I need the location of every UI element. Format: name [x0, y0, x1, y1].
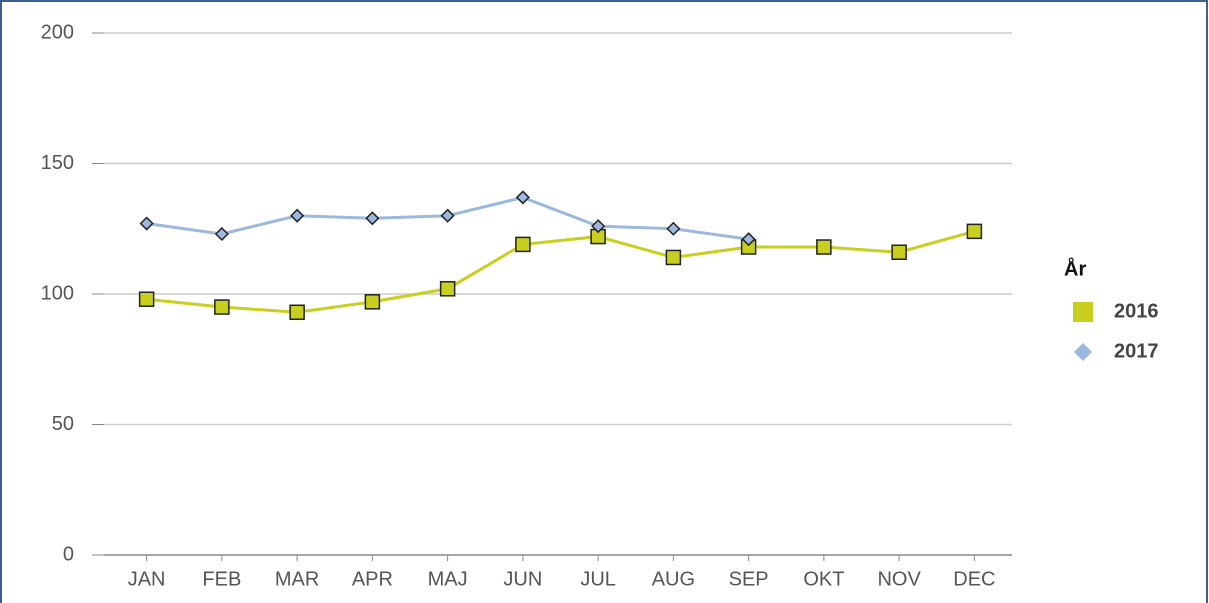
point: [741, 232, 756, 247]
legend-title: År: [1064, 256, 1086, 280]
point: [439, 281, 456, 297]
point: [289, 304, 305, 321]
point: [138, 291, 155, 307]
x-tick-label: JUL: [580, 568, 616, 590]
x-tick-label: JAN: [128, 568, 166, 590]
legend-swatch: [1074, 343, 1092, 361]
legend-swatch: [1073, 302, 1093, 322]
x-tick-label: SEP: [729, 568, 769, 590]
y-tick-label: 0: [63, 543, 74, 565]
x-tick-label: OKT: [803, 568, 844, 590]
point: [891, 244, 907, 260]
point: [665, 249, 682, 266]
y-tick-label: 50: [52, 413, 74, 435]
point: [364, 294, 381, 310]
x-tick-label: NOV: [877, 568, 921, 590]
point: [290, 208, 305, 223]
point: [139, 216, 154, 231]
point: [515, 190, 530, 205]
x-tick-label: MAJ: [428, 568, 468, 590]
x-tick-label: FEB: [202, 568, 241, 590]
point: [591, 219, 606, 234]
series-line: [146, 229, 975, 314]
point: [816, 239, 832, 255]
y-tick-label: 150: [41, 152, 74, 174]
y-tick-label: 100: [41, 282, 74, 304]
point: [214, 299, 230, 315]
x-tick-label: DEC: [953, 568, 995, 590]
legend-label: 2016: [1114, 300, 1159, 322]
x-tick-label: AUG: [652, 568, 695, 590]
y-tick-label: 200: [41, 21, 74, 43]
x-tick-label: APR: [352, 568, 393, 590]
point: [440, 208, 455, 223]
x-tick-label: MAR: [275, 568, 319, 590]
x-tick-label: JUN: [503, 568, 542, 590]
point: [666, 221, 681, 236]
point: [365, 211, 380, 226]
point: [214, 226, 229, 242]
legend-label: 2017: [1114, 340, 1159, 362]
point: [966, 223, 983, 240]
point: [515, 236, 531, 253]
